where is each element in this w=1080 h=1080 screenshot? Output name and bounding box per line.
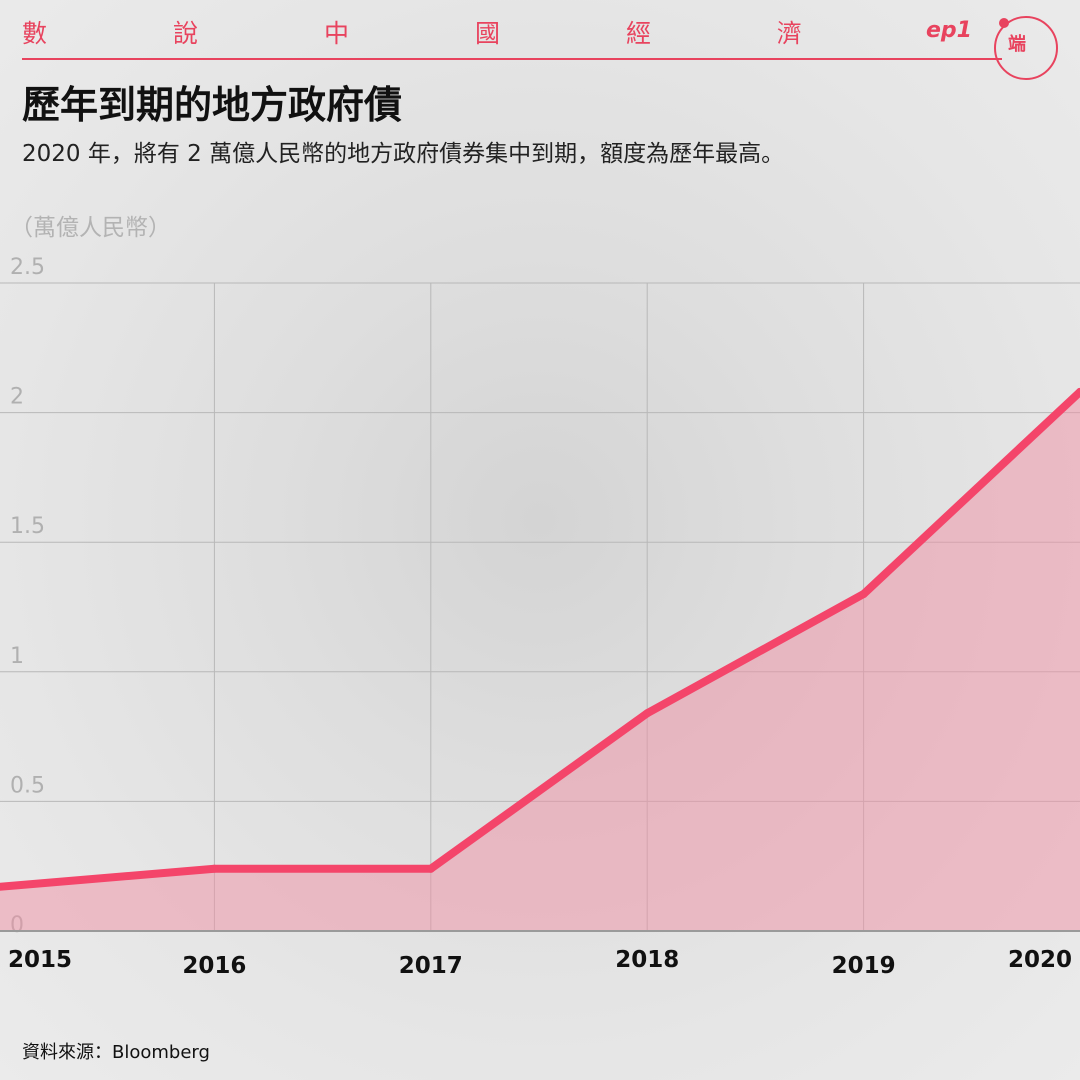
data-point	[0, 883, 2, 891]
chart-title: 歷年到期的地方政府債	[22, 83, 403, 127]
data-point	[210, 864, 219, 873]
header-char: 說	[172, 19, 198, 48]
header-divider	[22, 58, 1002, 60]
y-tick-label: 1.5	[10, 514, 45, 539]
x-tick-label: 2017	[399, 953, 463, 979]
header-series-title: 數 說 中 國 經 濟	[22, 14, 802, 50]
y-tick-label: 2	[10, 385, 24, 410]
logo-mark: 端	[1008, 34, 1026, 55]
header-char: 經	[625, 19, 651, 48]
x-tick-label: 2015	[8, 947, 72, 973]
header-char: 數	[22, 19, 48, 48]
chart-subtitle: 2020 年，將有 2 萬億人民幣的地方政府債券集中到期，額度為歷年最高。	[22, 141, 785, 167]
y-tick-label: 1	[10, 644, 24, 669]
data-point	[859, 590, 868, 599]
x-tick-label: 2018	[615, 947, 679, 973]
x-tick-label: 2019	[832, 953, 896, 979]
logo-dot-icon	[999, 18, 1009, 28]
header-char: 中	[323, 19, 349, 48]
header-char: 濟	[776, 19, 802, 48]
brand-logo	[994, 16, 1058, 80]
y-tick-label: 2.5	[10, 255, 45, 280]
data-point	[643, 709, 652, 718]
series-area	[0, 391, 1080, 931]
source-note: 資料來源：Bloomberg	[22, 1042, 210, 1063]
header-char: 國	[474, 19, 500, 48]
y-tick-label: 0.5	[10, 773, 45, 798]
series-line	[0, 387, 1080, 891]
x-tick-label: 2016	[182, 953, 246, 979]
data-point	[426, 864, 435, 873]
x-tick-label: 2020	[1008, 947, 1072, 973]
data-point	[1076, 387, 1080, 396]
y-axis-unit: （萬億人民幣）	[10, 215, 171, 241]
episode-label: ep1	[926, 18, 972, 43]
